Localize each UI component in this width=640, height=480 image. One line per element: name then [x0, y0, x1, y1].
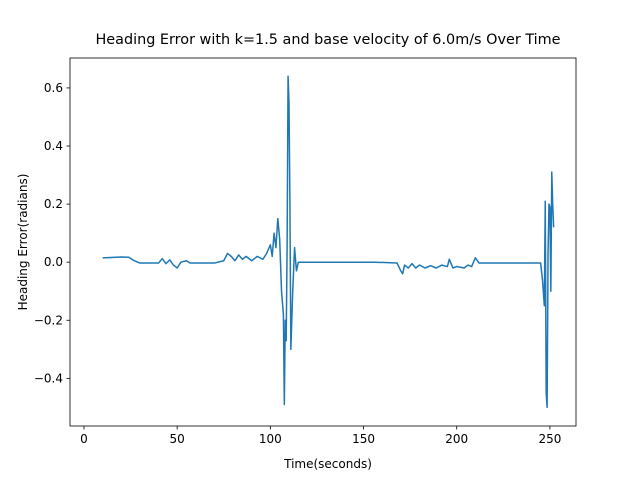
x-tick-label: 50 — [170, 432, 185, 446]
x-tick-label: 100 — [259, 432, 282, 446]
x-axis-label: Time(seconds) — [283, 457, 372, 471]
y-tick-label: −0.4 — [34, 371, 63, 385]
x-tick-label: 0 — [80, 432, 88, 446]
y-axis-label: Heading Error(radians) — [16, 174, 30, 311]
y-tick-label: 0.4 — [44, 139, 63, 153]
y-tick-label: −0.2 — [34, 313, 63, 327]
x-tick-label: 200 — [445, 432, 468, 446]
x-tick-label: 150 — [352, 432, 375, 446]
y-tick-label: 0.0 — [44, 255, 63, 269]
plot-frame — [69, 57, 577, 427]
y-tick-label: 0.2 — [44, 197, 63, 211]
chart-title: Heading Error with k=1.5 and base veloci… — [95, 32, 560, 48]
x-tick-label: 250 — [538, 432, 561, 446]
y-tick-label: 0.6 — [44, 81, 63, 95]
data-line — [102, 75, 555, 409]
